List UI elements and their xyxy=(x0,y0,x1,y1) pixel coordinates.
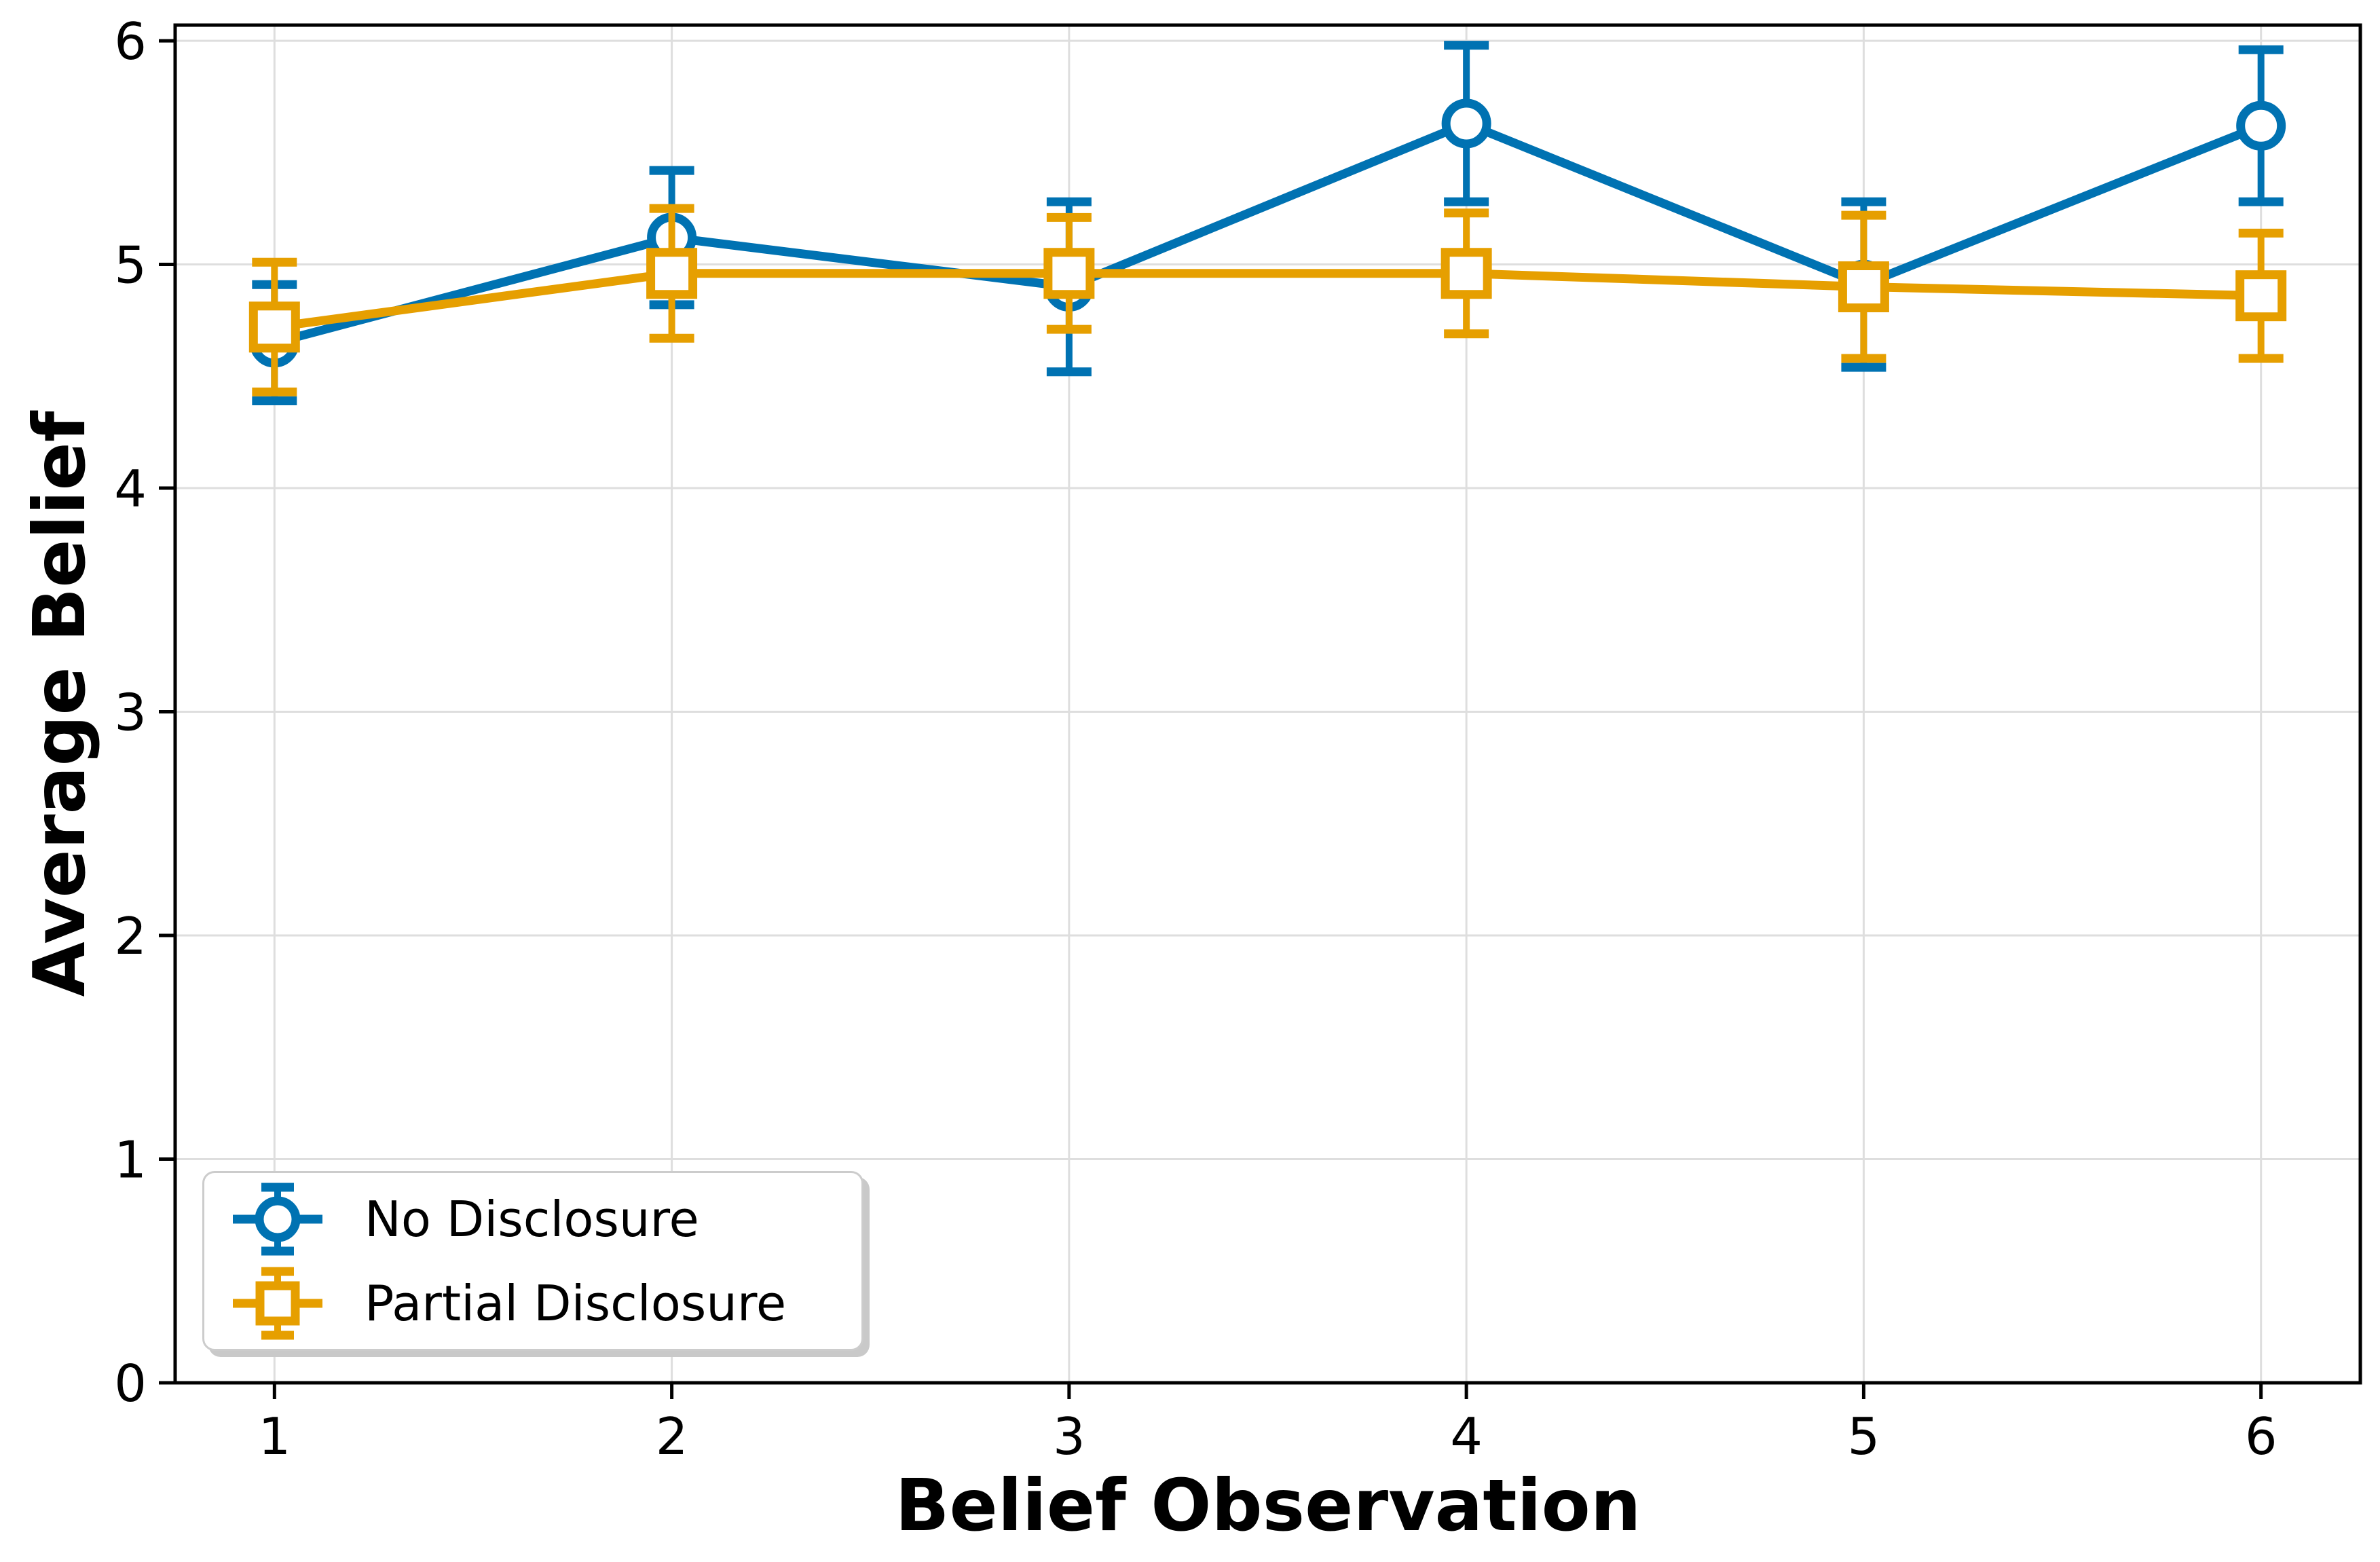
y-tick-label: 2 xyxy=(114,906,147,966)
y-tick-label: 1 xyxy=(114,1130,147,1190)
x-tick-label: 6 xyxy=(2245,1407,2277,1466)
x-tick-label: 2 xyxy=(656,1407,688,1466)
x-tick-label: 3 xyxy=(1053,1407,1085,1466)
legend: No Disclosure Partial Disclosure xyxy=(202,1171,863,1351)
errorbar-square-icon xyxy=(233,1267,322,1339)
errorbar-circle-icon xyxy=(233,1183,322,1255)
x-axis-title: Belief Observation xyxy=(895,1464,1641,1547)
series-partial-disclosure xyxy=(248,204,2287,396)
legend-item-partial-disclosure: Partial Disclosure xyxy=(204,1263,861,1343)
y-tick-label: 3 xyxy=(114,683,147,743)
y-tick-label: 6 xyxy=(114,12,147,71)
axis-ticks: 1 2 3 4 5 6 0 1 2 3 4 5 6 xyxy=(114,12,2277,1466)
x-tick-label: 5 xyxy=(1848,1407,1880,1466)
series-no-disclosure xyxy=(249,41,2286,406)
data-point-marker xyxy=(1441,98,1491,149)
data-point-marker xyxy=(248,301,300,353)
legend-item-no-disclosure: No Disclosure xyxy=(204,1179,861,1259)
data-point-marker xyxy=(1838,261,1889,313)
data-point-marker xyxy=(646,248,698,299)
x-tick-label: 4 xyxy=(1450,1407,1483,1466)
y-tick-label: 4 xyxy=(114,459,147,519)
y-axis-title: Average Belief xyxy=(18,411,101,997)
data-point-marker xyxy=(1440,248,1492,299)
y-tick-label: 0 xyxy=(114,1354,147,1413)
legend-label: No Disclosure xyxy=(365,1190,699,1248)
plot-spines xyxy=(173,23,2362,1385)
data-point-marker xyxy=(1043,248,1095,299)
data-point-marker xyxy=(2235,270,2287,322)
y-tick-label: 5 xyxy=(114,236,147,295)
data-point-marker xyxy=(2236,100,2286,151)
x-tick-label: 1 xyxy=(258,1407,291,1466)
legend-label: Partial Disclosure xyxy=(365,1274,787,1332)
